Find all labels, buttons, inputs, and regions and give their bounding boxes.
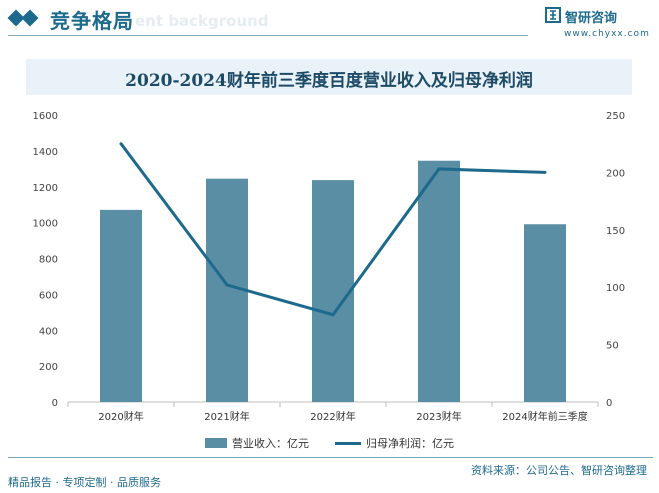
y-left-tick-label: 1200 <box>33 183 58 194</box>
x-category-label: 2022财年 <box>310 410 355 423</box>
legend-swatch-net-profit <box>335 442 361 445</box>
page-title: 竞争格局 <box>50 9 134 33</box>
brand: 智研咨询 www.chyxx.com <box>545 7 649 43</box>
combo-chart: 0 200 400 600 800 1000 1200 1400 1600 0 50 100 150 20… <box>33 111 626 423</box>
bar-revenue <box>524 224 566 402</box>
y-left-tick-label: 400 <box>39 326 58 337</box>
legend-label-net-profit: 归母净利润：亿元 <box>366 437 454 450</box>
y-right-tick-label: 150 <box>606 226 625 237</box>
x-category-label: 2020财年 <box>98 410 143 423</box>
legend-label-revenue: 营业收入：亿元 <box>232 437 309 450</box>
brand-url: www.chyxx.com <box>564 29 650 39</box>
y-right-tick-label: 0 <box>606 398 612 409</box>
y-left-tick-label: 800 <box>39 255 58 266</box>
point-net-profit <box>331 313 335 317</box>
source-note: 资料来源：公司公告、智研咨询整理 <box>471 464 647 477</box>
y-left-tick-label: 600 <box>39 290 58 301</box>
bar-revenue <box>418 160 460 402</box>
y-left-tick-label: 1000 <box>33 219 58 230</box>
point-net-profit <box>437 167 441 171</box>
bar-revenue <box>100 209 142 402</box>
footer-slogan: 精品报告 · 专项定制 · 品质服务 <box>8 476 161 489</box>
y-right-tick-label: 250 <box>606 111 625 122</box>
header: 竞争格局 ent background <box>0 0 659 40</box>
chart-title: 2020-2024财年前三季度百度营业收入及归母净利润 <box>125 71 533 91</box>
x-category-label: 2024财年前三季度 <box>502 410 587 423</box>
point-net-profit <box>119 142 123 146</box>
y-right-tick-label: 100 <box>606 283 625 294</box>
x-category-label: 2021财年 <box>204 410 249 423</box>
brand-name: 智研咨询 <box>565 11 618 26</box>
header-divider <box>8 35 528 36</box>
chart-title-band: 2020-2024财年前三季度百度营业收入及归母净利润 <box>26 59 632 95</box>
header-ghost-text: ent background <box>135 12 269 30</box>
zhiyan-logo-icon <box>545 7 561 23</box>
legend-swatch-revenue <box>205 438 227 448</box>
y-right-tick-label: 200 <box>606 168 625 179</box>
y-right-tick-label: 50 <box>606 341 619 352</box>
bar-revenue <box>312 180 354 402</box>
point-net-profit <box>543 170 547 174</box>
footer-divider <box>8 457 653 458</box>
y-left-tick-label: 200 <box>39 362 58 373</box>
y-left-tick-label: 1400 <box>33 147 58 158</box>
y-left-tick-label: 1600 <box>33 111 58 122</box>
diamond-icon <box>21 9 39 27</box>
x-category-label: 2023财年 <box>416 410 461 423</box>
y-left-tick-label: 0 <box>52 398 58 409</box>
chart-legend: 营业收入：亿元 归母净利润：亿元 <box>0 434 659 454</box>
point-net-profit <box>225 283 229 287</box>
